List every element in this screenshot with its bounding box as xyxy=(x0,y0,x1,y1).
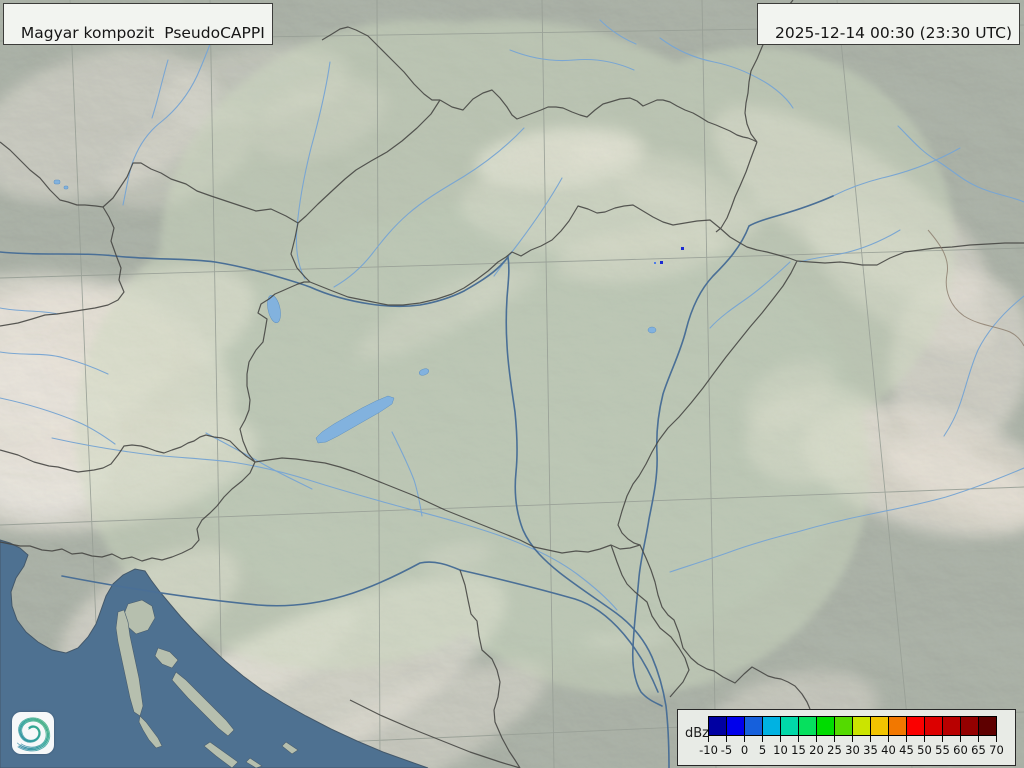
dbz-color-cell xyxy=(834,716,853,736)
dbz-color-cell xyxy=(978,716,997,736)
rivers xyxy=(0,11,1024,768)
dbz-tick-value: 35 xyxy=(863,743,878,757)
dbz-tick-value: 15 xyxy=(791,743,806,757)
dbz-tick-value: 30 xyxy=(845,743,860,757)
dbz-color-cell xyxy=(942,716,961,736)
lake-velence xyxy=(418,368,430,376)
lake-tisza xyxy=(647,326,657,334)
dbz-tick xyxy=(960,736,961,742)
adriatic-sea xyxy=(0,539,429,768)
dbz-color-cell xyxy=(852,716,871,736)
dbz-tick-value: 10 xyxy=(773,743,788,757)
dbz-unit-label: dBz xyxy=(685,726,709,741)
dbz-color-cell xyxy=(762,716,781,736)
dbz-tick xyxy=(852,736,853,742)
dbz-color-cell xyxy=(726,716,745,736)
dbz-legend: dBz -10 -5 0 5 10 15 20 25 30 35 40 45 50 55 60 65 70 xyxy=(677,709,1016,766)
dbz-tick-value: 20 xyxy=(809,743,824,757)
dbz-tick-value: 45 xyxy=(899,743,914,757)
border-hungary xyxy=(239,204,798,554)
dbz-tick xyxy=(744,736,745,742)
dbz-tick-value: 5 xyxy=(758,743,767,757)
dbz-tick xyxy=(870,736,871,742)
dbz-tick-value: 65 xyxy=(971,743,986,757)
timestamp-box: 2025-12-14 00:30 (23:30 UTC) xyxy=(757,3,1020,45)
dbz-tick xyxy=(816,736,817,742)
dbz-tick xyxy=(978,736,979,742)
dbz-tick-value: -5 xyxy=(720,743,733,757)
dbz-tick xyxy=(762,736,763,742)
dbz-tick-value: 50 xyxy=(917,743,932,757)
radar-echoes xyxy=(654,247,684,264)
radar-echo-pixel xyxy=(654,262,656,264)
regional-boundary xyxy=(927,229,1024,347)
lake-neusiedl xyxy=(267,294,281,324)
dbz-tick xyxy=(780,736,781,742)
islands xyxy=(115,599,299,768)
dbz-color-cell xyxy=(816,716,835,736)
dbz-tick xyxy=(834,736,835,742)
dbz-colorbar xyxy=(708,716,997,736)
dbz-tick xyxy=(942,736,943,742)
dbz-tick-value: 25 xyxy=(827,743,842,757)
dbz-tick xyxy=(708,736,709,742)
product-label: Magyar kompozit PseudoCAPPI xyxy=(20,24,265,42)
timestamp: 2025-12-14 00:30 (23:30 UTC) xyxy=(774,24,1012,42)
dbz-tick-value: -10 xyxy=(699,743,718,757)
dbz-color-cell xyxy=(906,716,925,736)
dbz-tick xyxy=(726,736,727,742)
radar-echo-pixel xyxy=(660,261,663,264)
dbz-tick xyxy=(906,736,907,742)
dbz-color-cell xyxy=(924,716,943,736)
dbz-tick-value: 60 xyxy=(953,743,968,757)
dbz-tick-value: 40 xyxy=(881,743,896,757)
dbz-tick xyxy=(888,736,889,742)
dbz-color-cell xyxy=(780,716,799,736)
product-label-box: Magyar kompozit PseudoCAPPI xyxy=(3,3,273,45)
dbz-color-cell xyxy=(960,716,979,736)
lakes xyxy=(53,179,657,444)
radar-echo-pixel xyxy=(681,247,684,250)
dbz-tick xyxy=(996,736,997,742)
spiral-icon xyxy=(17,717,51,752)
dbz-color-cell xyxy=(798,716,817,736)
dbz-color-cell xyxy=(888,716,907,736)
dbz-tick-value: 70 xyxy=(989,743,1004,757)
dbz-tick-value: 55 xyxy=(935,743,950,757)
dbz-tick xyxy=(798,736,799,742)
dbz-color-cell xyxy=(870,716,889,736)
radar-coverage-area xyxy=(75,20,955,695)
dbz-tick-value: 0 xyxy=(740,743,749,757)
dbz-tick xyxy=(924,736,925,742)
lake-balaton xyxy=(315,395,395,444)
hungaromet-spiral-logo xyxy=(12,712,54,754)
dbz-color-cell xyxy=(708,716,727,736)
dbz-color-cell xyxy=(744,716,763,736)
